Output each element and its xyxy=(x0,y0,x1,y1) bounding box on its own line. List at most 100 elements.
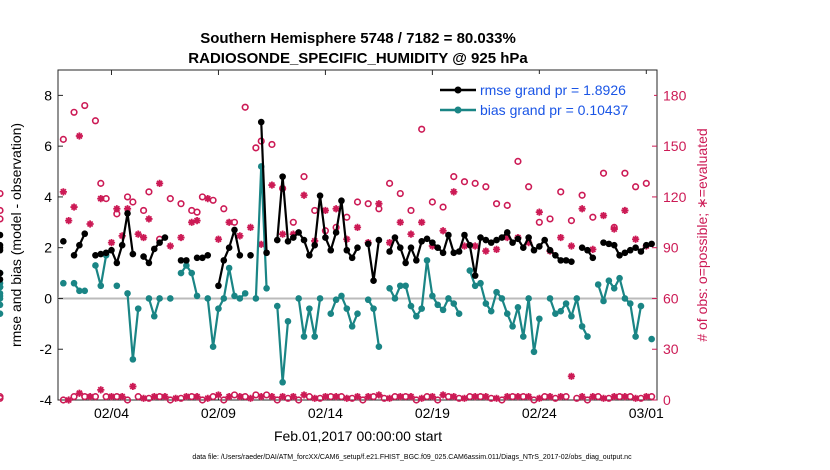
evaluated-obs-marker xyxy=(188,218,196,226)
rmse-point xyxy=(418,238,425,245)
bias-point xyxy=(616,274,623,282)
rmse-point xyxy=(236,252,244,259)
evaluated-obs-low-marker xyxy=(107,393,116,401)
possible-obs-marker xyxy=(123,193,132,201)
rmse-point xyxy=(343,246,351,254)
evaluated-obs-low-marker xyxy=(482,393,490,401)
rmse-point xyxy=(498,234,506,241)
rmse-point xyxy=(648,240,655,248)
rmse-point xyxy=(0,276,4,283)
possible-obs-marker xyxy=(166,195,174,203)
possible-obs-low-marker xyxy=(434,396,442,404)
bias-point xyxy=(536,315,543,323)
bias-point xyxy=(284,318,292,325)
rmse-point xyxy=(514,235,522,243)
possible-obs-marker xyxy=(0,189,4,198)
rmse-point xyxy=(589,254,597,262)
rmse-point xyxy=(193,254,201,262)
possible-obs-marker xyxy=(589,213,597,221)
possible-obs-marker xyxy=(129,198,137,206)
evaluated-obs-low-marker xyxy=(246,394,255,402)
bias-point xyxy=(434,301,442,309)
evaluated-obs-marker xyxy=(236,232,244,240)
possible-obs-marker xyxy=(503,201,511,209)
rmse-point xyxy=(332,229,340,236)
rmse-point xyxy=(423,235,431,243)
bias-point xyxy=(295,295,302,302)
evaluated-obs-low-marker xyxy=(642,393,650,401)
evaluated-obs-low-marker xyxy=(450,393,458,401)
evaluated-obs-marker xyxy=(385,239,394,247)
rmse-point xyxy=(578,244,586,251)
possible-obs-marker xyxy=(353,198,362,206)
possible-obs-marker xyxy=(241,103,249,111)
possible-obs-marker xyxy=(193,208,201,216)
evaluated-obs-marker xyxy=(70,203,78,211)
evaluated-obs-marker xyxy=(492,245,501,253)
bias-point xyxy=(637,302,645,310)
bias-point xyxy=(306,305,313,312)
possible-obs-marker xyxy=(252,144,260,152)
possible-obs-marker xyxy=(632,183,640,191)
evaluated-obs-marker xyxy=(156,179,164,187)
evaluated-obs-low-marker xyxy=(225,393,233,401)
possible-obs-marker xyxy=(471,179,479,187)
possible-obs-marker xyxy=(482,183,490,191)
evaluated-obs-low-marker xyxy=(385,394,394,402)
evaluated-obs-marker xyxy=(589,245,597,253)
rmse-point xyxy=(557,257,565,264)
evaluated-obs-marker xyxy=(418,218,426,226)
bias-point xyxy=(503,310,511,317)
evaluated-obs-marker xyxy=(193,217,201,225)
possible-obs-marker xyxy=(428,198,436,206)
rmse-point xyxy=(290,234,297,241)
y-right-tick-label: 60 xyxy=(663,290,679,306)
rmse-point xyxy=(204,252,212,259)
possible-obs-marker xyxy=(450,173,458,181)
bias-point xyxy=(124,290,131,297)
rmse-point xyxy=(461,231,468,239)
evaluated-obs-marker xyxy=(460,242,469,250)
rmse-point xyxy=(610,241,618,249)
rmse-point xyxy=(338,197,345,205)
rmse-point xyxy=(616,252,623,259)
evaluated-obs-marker xyxy=(65,217,73,225)
evaluated-obs-marker xyxy=(166,242,174,250)
rmse-point xyxy=(81,230,89,238)
possible-obs-marker xyxy=(145,188,153,196)
evaluated-obs-marker xyxy=(450,188,458,196)
rmse-point xyxy=(493,236,500,244)
bias-point xyxy=(386,285,393,292)
rmse-point xyxy=(536,243,543,250)
evaluated-obs-low-marker xyxy=(418,394,426,402)
evaluated-obs-marker xyxy=(557,233,565,242)
bias-point xyxy=(220,295,228,302)
bias-point xyxy=(60,279,67,287)
evaluated-obs-marker xyxy=(86,220,94,228)
bias-point xyxy=(231,292,238,300)
possible-obs-low-marker xyxy=(273,396,281,404)
rmse-point xyxy=(316,192,324,199)
bias-point xyxy=(584,333,591,340)
bias-point xyxy=(407,302,415,310)
rmse-point xyxy=(102,249,110,257)
possible-obs-marker xyxy=(439,203,447,211)
bias-point xyxy=(450,300,458,307)
bias-point xyxy=(509,323,516,330)
evaluated-obs-marker xyxy=(97,195,105,203)
possible-obs-marker xyxy=(396,189,404,198)
evaluated-obs-low-marker xyxy=(407,393,415,401)
axis-ticks-layer: 02/04 02/09 02/14 02/19 02/24 03/01 -4 -2 0 2 4 6 8 0… xyxy=(40,70,687,421)
bias-point xyxy=(546,295,554,302)
evaluated-obs-low-marker xyxy=(439,391,447,399)
evaluated-obs-marker xyxy=(353,223,362,231)
possible-obs-marker xyxy=(385,179,394,187)
bias-point xyxy=(610,285,618,292)
bias-point xyxy=(600,297,607,305)
rmse-point xyxy=(621,249,629,257)
possible-obs-low-marker xyxy=(359,396,367,404)
possible-obs-marker xyxy=(525,183,533,191)
possible-obs-marker xyxy=(364,200,372,208)
rmse-point xyxy=(396,244,404,251)
rmse-point xyxy=(177,257,185,264)
